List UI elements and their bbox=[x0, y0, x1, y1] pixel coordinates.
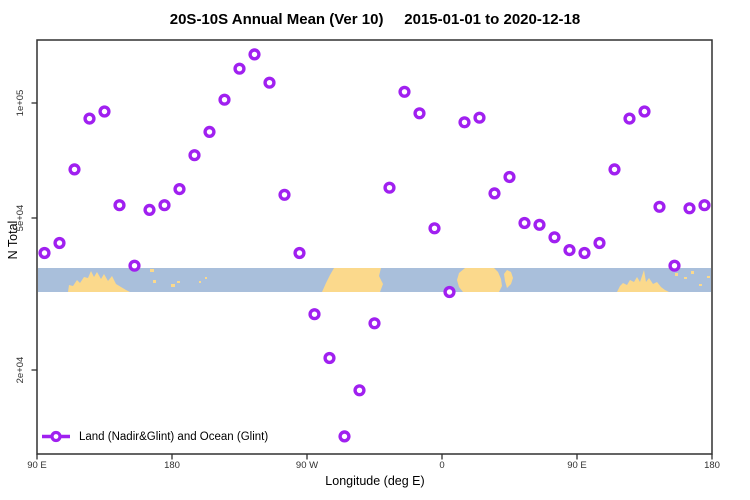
x-tick-label: 180 bbox=[164, 460, 180, 471]
data-point bbox=[638, 105, 651, 118]
y-tick-label: 1e+05 bbox=[15, 90, 26, 117]
y-tick-label: 5e+04 bbox=[15, 205, 26, 232]
data-point bbox=[473, 111, 486, 124]
data-point bbox=[608, 163, 621, 176]
data-point bbox=[83, 112, 96, 125]
legend-label: Land (Nadir&Glint) and Ocean (Glint) bbox=[79, 430, 269, 443]
land-australia-west bbox=[68, 271, 130, 292]
land-islands-east bbox=[675, 271, 710, 286]
data-point bbox=[383, 181, 396, 194]
data-point bbox=[308, 308, 321, 321]
data-point bbox=[458, 116, 471, 129]
x-tick-label: 90 E bbox=[567, 460, 587, 471]
data-point bbox=[443, 285, 456, 299]
data-point bbox=[548, 231, 561, 244]
land-australia-east bbox=[617, 270, 669, 292]
data-point bbox=[353, 384, 366, 397]
data-point bbox=[368, 317, 381, 330]
data-point bbox=[113, 199, 126, 212]
x-tick-label: 0 bbox=[439, 460, 444, 471]
x-axis-title: Longitude (deg E) bbox=[325, 474, 425, 488]
data-point bbox=[653, 200, 666, 213]
land-africa bbox=[457, 268, 502, 292]
data-point bbox=[488, 187, 501, 200]
data-point bbox=[233, 62, 246, 75]
data-point bbox=[263, 76, 276, 89]
data-point bbox=[563, 244, 576, 257]
y-tick-label: 2e+04 bbox=[15, 357, 26, 384]
data-point bbox=[578, 246, 591, 260]
data-point bbox=[323, 351, 336, 365]
data-point bbox=[503, 170, 516, 184]
data-point bbox=[68, 163, 81, 176]
data-point bbox=[668, 259, 681, 272]
data-point bbox=[428, 222, 441, 235]
x-tick-label: 90 W bbox=[296, 460, 318, 471]
data-point bbox=[278, 188, 291, 201]
plot-box bbox=[36, 39, 713, 455]
data-point bbox=[623, 112, 636, 125]
data-point bbox=[143, 203, 156, 217]
data-point bbox=[203, 125, 216, 138]
data-point bbox=[98, 105, 111, 118]
x-tick-label: 90 E bbox=[27, 460, 47, 471]
land-islands-west bbox=[150, 269, 207, 287]
data-point bbox=[38, 246, 51, 260]
data-point bbox=[683, 202, 696, 215]
data-point bbox=[248, 48, 261, 61]
plot-dynamic-layer: 90 E 180 90 W 0 90 E 180 1e+05 5e+04 2e+04 bbox=[15, 39, 720, 471]
data-point bbox=[338, 430, 351, 443]
data-point bbox=[593, 236, 606, 250]
land-madagascar bbox=[504, 270, 513, 288]
data-point bbox=[413, 107, 426, 120]
data-point bbox=[533, 218, 546, 231]
data-point bbox=[698, 199, 711, 212]
legend-marker-icon bbox=[42, 430, 70, 443]
data-point bbox=[293, 246, 306, 260]
data-point bbox=[398, 85, 411, 98]
data-point bbox=[128, 259, 141, 272]
data-point bbox=[188, 149, 201, 162]
data-point bbox=[518, 216, 531, 230]
data-point bbox=[158, 199, 171, 212]
land-south-america bbox=[322, 268, 383, 292]
chart-title: 20S-10S Annual Mean (Ver 10) 2015-01-01 … bbox=[169, 11, 581, 28]
data-point bbox=[173, 183, 186, 196]
map-strip bbox=[38, 268, 711, 292]
data-point bbox=[53, 236, 66, 250]
x-tick-label: 180 bbox=[704, 460, 720, 471]
data-point bbox=[218, 93, 231, 106]
legend: Land (Nadir&Glint) and Ocean (Glint) bbox=[40, 429, 268, 444]
